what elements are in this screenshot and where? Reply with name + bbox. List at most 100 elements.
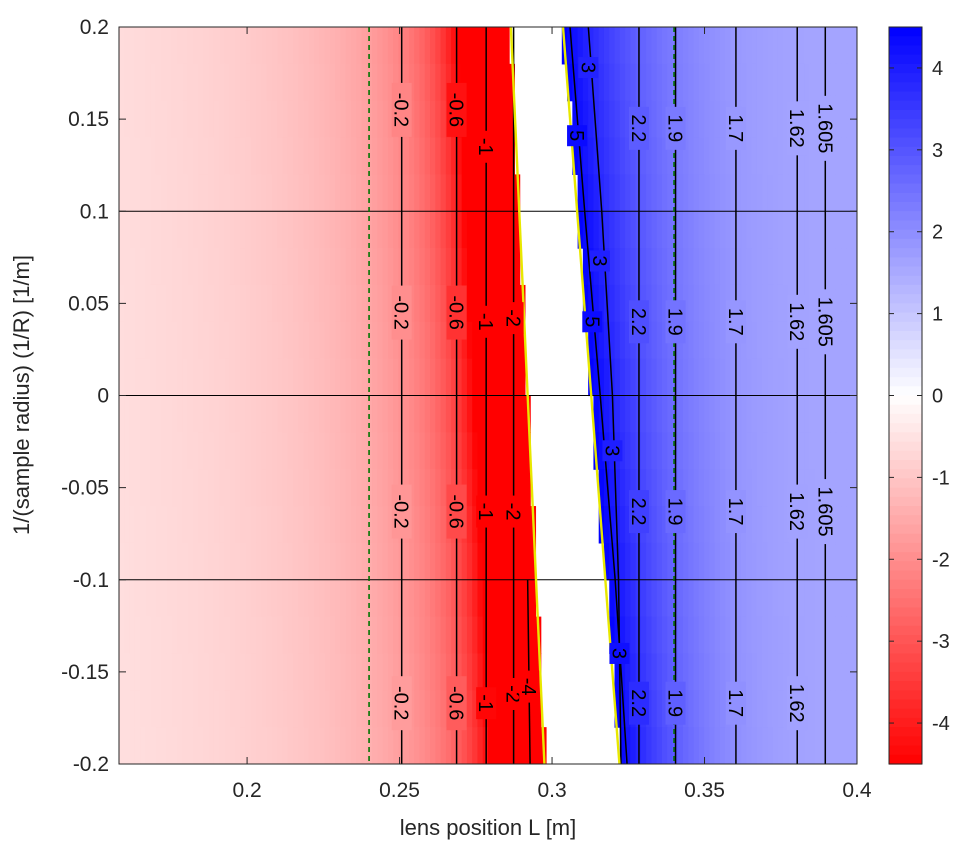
heatmap-cell <box>630 211 637 249</box>
heatmap-cell <box>229 100 236 139</box>
heatmap-cell <box>572 100 579 139</box>
heatmap-cell <box>145 395 152 433</box>
heatmap-cell <box>461 63 468 102</box>
heatmap-cell <box>261 690 268 728</box>
contour-label-gap <box>503 495 524 528</box>
heatmap-cell <box>762 616 768 655</box>
heatmap-cell <box>472 27 479 65</box>
heatmap-cell <box>719 248 726 286</box>
heatmap-cell <box>403 579 410 618</box>
heatmap-cell <box>403 542 410 581</box>
heatmap-cell <box>756 727 763 764</box>
heatmap-cell <box>767 27 774 65</box>
heatmap-cell <box>751 27 758 65</box>
contour-label-group: 1.9 <box>664 106 686 150</box>
heatmap-cell <box>783 321 790 360</box>
heatmap-cell <box>661 358 668 397</box>
heatmap-cell <box>777 284 784 323</box>
heatmap-cell <box>751 690 758 728</box>
heatmap-cell <box>187 690 194 728</box>
heatmap-cell <box>709 248 716 286</box>
heatmap-cell <box>356 63 363 102</box>
heatmap-cell <box>145 358 152 397</box>
heatmap-cell <box>751 395 758 433</box>
heatmap-cell <box>846 211 853 249</box>
heatmap-cell <box>282 358 289 397</box>
heatmap-cell <box>477 63 484 102</box>
heatmap-cell <box>846 100 853 139</box>
heatmap-cell <box>704 469 710 507</box>
heatmap-cell <box>609 137 616 175</box>
colorbar-band <box>889 54 922 65</box>
heatmap-cell <box>493 63 500 102</box>
heatmap-cell <box>256 395 262 433</box>
heatmap-cell <box>340 653 347 691</box>
heatmap-cell <box>598 137 605 175</box>
heatmap-cell <box>213 174 220 212</box>
heatmap-cell <box>329 432 336 470</box>
heatmap-cell <box>250 395 257 433</box>
heatmap-cell <box>208 616 215 655</box>
heatmap-cell <box>261 358 268 397</box>
heatmap-cell <box>403 653 410 691</box>
heatmap-cell <box>704 727 710 764</box>
colorbar-band <box>889 588 922 599</box>
heatmap-cell <box>646 469 653 507</box>
heatmap-cell <box>809 284 816 323</box>
heatmap-cell <box>751 100 758 139</box>
heatmap-cell <box>134 432 141 470</box>
heatmap-cell <box>145 579 152 618</box>
heatmap-cell <box>751 542 758 581</box>
heatmap-cell <box>340 100 347 139</box>
heatmap-cell <box>282 100 289 139</box>
heatmap-cell <box>688 690 695 728</box>
heatmap-cell <box>466 27 473 65</box>
heatmap-cell <box>772 248 779 286</box>
heatmap-cell <box>809 542 816 581</box>
heatmap-cell <box>477 321 484 360</box>
heatmap-cell <box>213 579 220 618</box>
heatmap-cell <box>809 690 816 728</box>
heatmap-cell <box>292 506 299 544</box>
heatmap-cell <box>419 358 426 397</box>
heatmap-cell <box>661 469 668 507</box>
colorbar-band <box>889 109 922 120</box>
heatmap-cell <box>303 211 310 249</box>
contour-label-gap <box>391 484 412 539</box>
heatmap-cell <box>119 432 125 470</box>
heatmap-cell <box>735 579 742 618</box>
heatmap-cell <box>134 248 141 286</box>
heatmap-cell <box>240 63 247 102</box>
heatmap-cell <box>140 248 146 286</box>
heatmap-cell <box>145 616 152 655</box>
heatmap-cell <box>772 358 779 397</box>
heatmap-cell <box>377 727 384 764</box>
heatmap-cell <box>282 63 289 102</box>
heatmap-cell <box>282 727 289 764</box>
colorbar-band <box>889 137 922 148</box>
heatmap-cell <box>372 358 378 397</box>
heatmap-cell <box>825 727 832 764</box>
heatmap-cell <box>366 690 373 728</box>
heatmap-cell <box>466 653 473 691</box>
heatmap-cell <box>324 653 331 691</box>
heatmap-cell <box>119 248 125 286</box>
contour-label: 1.605 <box>813 297 835 347</box>
heatmap-cell <box>777 63 784 102</box>
heatmap-cell <box>830 616 837 655</box>
contour-label-group: 5 <box>580 311 603 333</box>
heatmap-cell <box>677 211 684 249</box>
heatmap-cell <box>208 321 215 360</box>
heatmap-cell <box>292 542 299 581</box>
heatmap-cell <box>519 616 526 655</box>
colorbar-band <box>889 506 922 516</box>
heatmap-cell <box>155 432 162 470</box>
heatmap-cell <box>619 63 626 102</box>
heatmap-cell <box>350 174 357 212</box>
heatmap-cell <box>145 100 152 139</box>
colorbar-band <box>889 275 922 286</box>
heatmap-cell <box>698 506 705 544</box>
colorbar-tick-label: 3 <box>932 140 943 162</box>
colorbar-band <box>889 662 922 673</box>
